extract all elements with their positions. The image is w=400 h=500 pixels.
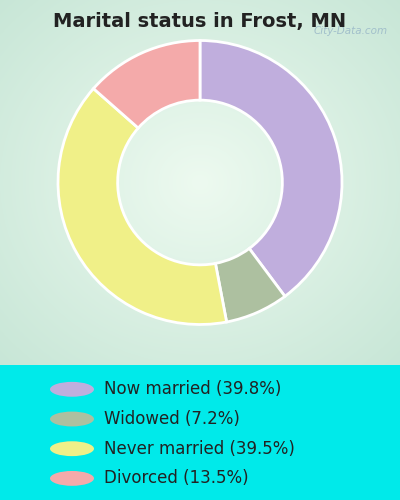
Wedge shape — [216, 248, 285, 322]
Circle shape — [50, 442, 94, 456]
Circle shape — [50, 382, 94, 396]
Text: Marital status in Frost, MN: Marital status in Frost, MN — [54, 12, 346, 32]
Text: Now married (39.8%): Now married (39.8%) — [104, 380, 281, 398]
Circle shape — [50, 471, 94, 486]
Wedge shape — [94, 40, 200, 128]
Text: Divorced (13.5%): Divorced (13.5%) — [104, 470, 249, 488]
Text: Widowed (7.2%): Widowed (7.2%) — [104, 410, 240, 428]
Text: Never married (39.5%): Never married (39.5%) — [104, 440, 295, 458]
Wedge shape — [58, 88, 227, 324]
Circle shape — [50, 412, 94, 426]
Text: City-Data.com: City-Data.com — [314, 26, 388, 36]
Wedge shape — [200, 40, 342, 296]
